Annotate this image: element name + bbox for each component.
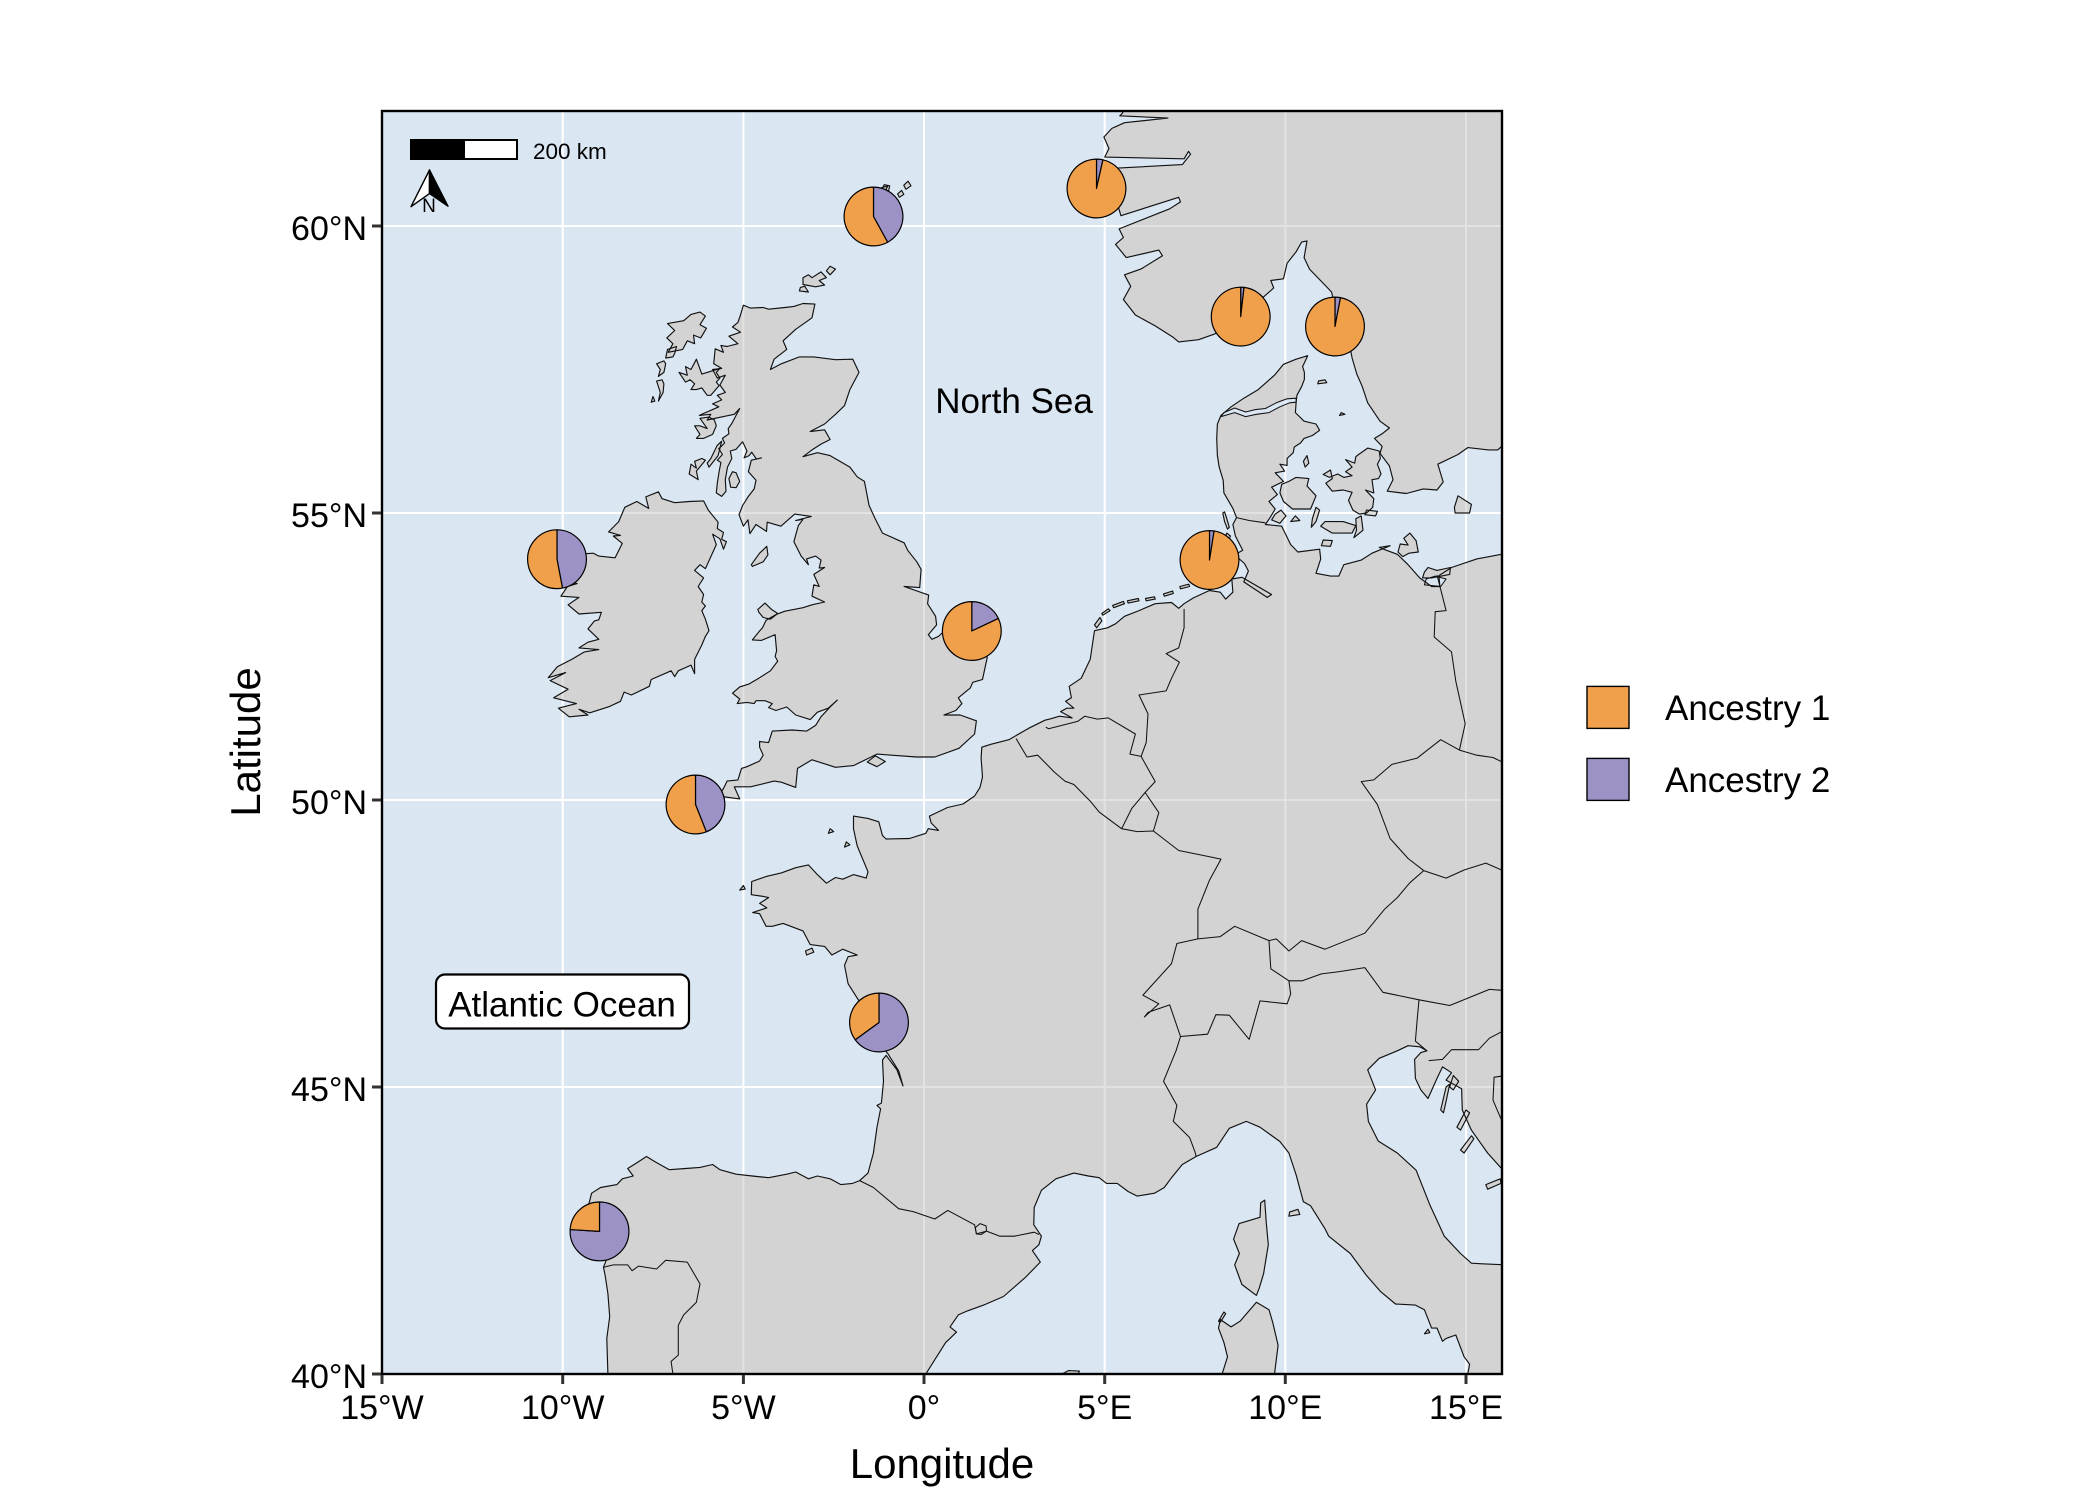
svg-text:15°E: 15°E bbox=[1429, 1389, 1503, 1427]
svg-text:North Sea: North Sea bbox=[935, 382, 1093, 421]
svg-text:0°: 0° bbox=[908, 1389, 941, 1427]
svg-text:Latitude: Latitude bbox=[222, 667, 269, 816]
svg-text:10°W: 10°W bbox=[521, 1389, 605, 1427]
svg-text:50°N: 50°N bbox=[291, 784, 367, 822]
svg-text:Ancestry 1: Ancestry 1 bbox=[1665, 689, 1830, 728]
svg-text:5°E: 5°E bbox=[1077, 1389, 1132, 1427]
svg-text:15°W: 15°W bbox=[340, 1389, 424, 1427]
svg-text:Longitude: Longitude bbox=[850, 1440, 1035, 1487]
svg-text:Ancestry 2: Ancestry 2 bbox=[1665, 761, 1830, 800]
svg-text:55°N: 55°N bbox=[291, 497, 367, 535]
svg-text:200 km: 200 km bbox=[533, 139, 607, 164]
svg-text:40°N: 40°N bbox=[291, 1358, 367, 1396]
svg-text:45°N: 45°N bbox=[291, 1071, 367, 1109]
svg-text:N: N bbox=[422, 196, 436, 217]
svg-text:60°N: 60°N bbox=[291, 210, 367, 248]
svg-text:Atlantic Ocean: Atlantic Ocean bbox=[448, 986, 676, 1025]
svg-text:5°W: 5°W bbox=[711, 1389, 776, 1427]
svg-text:10°E: 10°E bbox=[1248, 1389, 1322, 1427]
